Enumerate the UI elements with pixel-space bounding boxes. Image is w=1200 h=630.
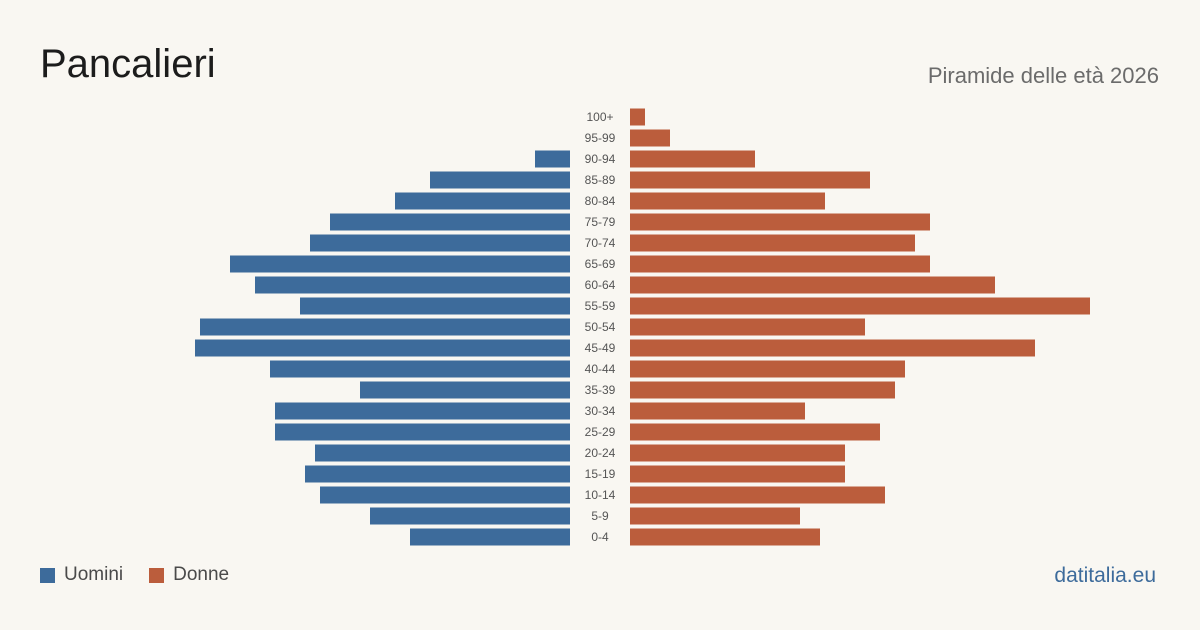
legend-item-men: Uomini xyxy=(40,564,123,586)
bar-men-65-69 xyxy=(230,255,570,273)
age-label-75-79: 75-79 xyxy=(585,215,616,229)
bar-women-90-94 xyxy=(630,150,755,168)
age-label-45-49: 45-49 xyxy=(585,341,616,355)
age-label-0-4: 0-4 xyxy=(591,530,609,544)
bar-women-60-64 xyxy=(630,276,995,294)
bar-men-25-29 xyxy=(275,423,570,441)
age-label-30-34: 30-34 xyxy=(585,404,616,418)
age-label-95-99: 95-99 xyxy=(585,131,616,145)
legend-item-women: Donne xyxy=(149,564,229,586)
bar-women-45-49 xyxy=(630,339,1035,357)
bar-men-70-74 xyxy=(310,234,570,252)
age-label-60-64: 60-64 xyxy=(585,278,616,292)
bar-men-15-19 xyxy=(305,465,570,483)
bar-women-0-4 xyxy=(630,528,820,546)
bar-men-40-44 xyxy=(270,360,570,378)
age-label-10-14: 10-14 xyxy=(585,488,616,502)
bar-women-100+ xyxy=(630,108,645,126)
age-label-65-69: 65-69 xyxy=(585,257,616,271)
bar-women-65-69 xyxy=(630,255,930,273)
bar-men-90-94 xyxy=(535,150,570,168)
bar-women-40-44 xyxy=(630,360,905,378)
bar-women-25-29 xyxy=(630,423,880,441)
bar-men-50-54 xyxy=(200,318,570,336)
bar-women-15-19 xyxy=(630,465,845,483)
bar-women-80-84 xyxy=(630,192,825,210)
bar-women-85-89 xyxy=(630,171,870,189)
bar-women-50-54 xyxy=(630,318,865,336)
bar-men-35-39 xyxy=(360,381,570,399)
bar-women-20-24 xyxy=(630,444,845,462)
age-label-50-54: 50-54 xyxy=(585,320,616,334)
bar-men-60-64 xyxy=(255,276,570,294)
bar-men-75-79 xyxy=(330,213,570,231)
bar-men-5-9 xyxy=(370,507,570,525)
men-swatch xyxy=(40,567,55,583)
age-label-90-94: 90-94 xyxy=(585,152,616,166)
bar-men-20-24 xyxy=(315,444,570,462)
bar-men-10-14 xyxy=(320,486,570,504)
bar-men-45-49 xyxy=(195,339,570,357)
bar-women-10-14 xyxy=(630,486,885,504)
age-label-80-84: 80-84 xyxy=(585,194,616,208)
men-bars xyxy=(195,150,570,546)
legend-women-label: Donne xyxy=(173,564,230,585)
bar-women-75-79 xyxy=(630,213,930,231)
age-label-70-74: 70-74 xyxy=(585,236,616,250)
age-labels: 100+ 95-99 90-94 85-89 80-84 75-79 70-74 65-69 6… xyxy=(585,110,616,544)
bar-women-70-74 xyxy=(630,234,915,252)
bar-women-35-39 xyxy=(630,381,895,399)
bar-men-0-4 xyxy=(410,528,570,546)
age-label-15-19: 15-19 xyxy=(585,467,616,481)
age-label-55-59: 55-59 xyxy=(585,299,616,313)
age-label-40-44: 40-44 xyxy=(585,362,616,376)
women-bars xyxy=(630,108,1090,546)
bar-women-55-59 xyxy=(630,297,1090,315)
age-label-5-9: 5-9 xyxy=(591,509,609,523)
chart-subtitle: Piramide delle età 2026 xyxy=(927,63,1159,88)
women-swatch xyxy=(149,567,165,583)
page-title: Pancalieri xyxy=(40,42,216,86)
bar-women-95-99 xyxy=(630,129,670,147)
age-label-20-24: 20-24 xyxy=(585,446,616,460)
age-label-100+: 100+ xyxy=(586,110,613,124)
legend: Uomini Donne xyxy=(40,564,255,586)
legend-men-label: Uomini xyxy=(64,564,124,585)
bar-men-85-89 xyxy=(430,171,570,189)
age-label-35-39: 35-39 xyxy=(585,383,616,397)
bar-women-5-9 xyxy=(630,507,800,525)
age-label-25-29: 25-29 xyxy=(585,425,616,439)
bar-women-30-34 xyxy=(630,402,805,420)
bar-men-30-34 xyxy=(275,402,570,420)
age-label-85-89: 85-89 xyxy=(585,173,616,187)
bar-men-80-84 xyxy=(395,192,570,210)
bar-men-55-59 xyxy=(300,297,570,315)
brand-link[interactable]: datitalia.eu xyxy=(1054,564,1156,587)
